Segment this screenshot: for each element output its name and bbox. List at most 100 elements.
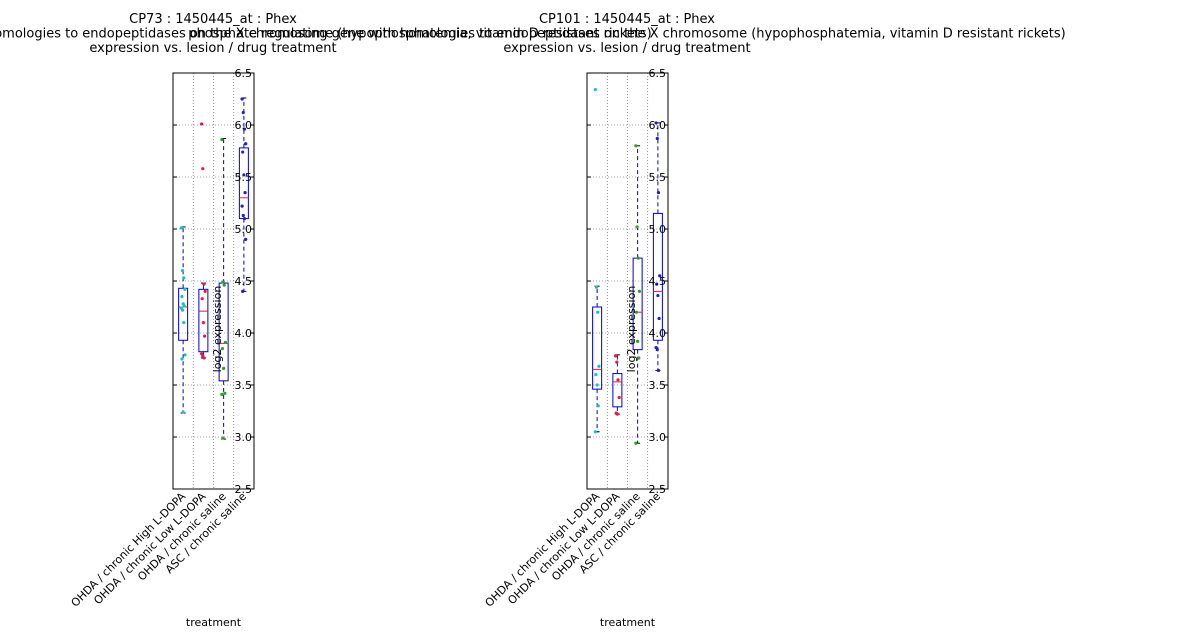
chart-title-line-2: phosphate regulating gene with homologie…	[0, 27, 652, 42]
data-point	[243, 191, 247, 195]
x-axis-label: treatment	[186, 616, 242, 629]
chart-title-line-1: CP73 : 1450445_at : Phex	[129, 12, 297, 27]
box-1	[592, 88, 603, 434]
data-point	[221, 436, 225, 440]
chart-title-line-2: phosphate regulating gene with homologie…	[188, 27, 1065, 42]
data-point	[655, 348, 659, 352]
box-1	[178, 226, 189, 414]
data-point	[242, 217, 247, 221]
y-axis-label: log2 expression	[211, 286, 224, 373]
data-point	[593, 88, 597, 92]
data-point	[595, 383, 599, 387]
data-point	[201, 321, 205, 325]
y-tick-label: 4.0	[235, 327, 253, 340]
data-point	[182, 321, 186, 325]
box-4	[652, 121, 663, 373]
data-point	[244, 142, 248, 146]
data-point	[242, 173, 246, 177]
data-point	[654, 121, 658, 125]
data-point	[244, 237, 248, 241]
data-point	[615, 360, 619, 364]
data-point	[613, 354, 618, 358]
data-point	[636, 256, 640, 260]
data-point	[222, 366, 226, 370]
data-point	[240, 97, 244, 101]
data-point	[200, 297, 204, 301]
data-point	[223, 340, 228, 344]
iqr-box	[652, 212, 663, 341]
data-point	[199, 122, 204, 126]
data-point	[657, 316, 661, 321]
iqr-box	[198, 288, 209, 353]
y-tick-label: 6.0	[649, 119, 667, 132]
box-2	[612, 354, 623, 416]
data-point	[656, 191, 661, 195]
data-point	[658, 274, 662, 278]
y-tick-label: 6.5	[649, 67, 667, 80]
y-tick-label: 3.5	[235, 379, 253, 392]
data-point	[222, 283, 226, 287]
y-tick-label: 4.5	[649, 275, 667, 288]
data-point	[656, 293, 660, 298]
chart-title-line-3: expression vs. lesion / drug treatment	[503, 41, 750, 56]
data-point	[181, 410, 185, 414]
iqr-box	[612, 373, 623, 408]
data-point	[593, 430, 597, 434]
y-tick-label: 6.0	[235, 119, 253, 132]
y-tick-label: 3.0	[649, 431, 667, 444]
y-axis-label: log2 expression	[625, 286, 638, 373]
data-point	[202, 334, 207, 338]
data-point	[241, 110, 245, 115]
y-tick-label: 5.5	[235, 171, 253, 184]
data-point	[221, 280, 225, 284]
data-point	[220, 392, 224, 396]
chart-title-line-3: expression vs. lesion / drug treatment	[89, 41, 336, 56]
data-point	[655, 282, 659, 286]
iqr-box	[592, 306, 603, 390]
data-point	[634, 310, 639, 314]
iqr-box	[178, 287, 189, 341]
data-point	[182, 304, 186, 308]
data-point	[180, 295, 184, 299]
data-point	[182, 276, 186, 280]
y-tick-label: 6.5	[235, 67, 253, 80]
y-tick-label: 2.5	[649, 483, 667, 496]
box-3	[218, 137, 229, 440]
data-point	[220, 347, 225, 351]
data-point	[242, 127, 247, 131]
box-3	[632, 144, 643, 445]
data-point	[240, 204, 244, 208]
data-point	[183, 287, 187, 291]
y-tick-label: 2.5	[235, 483, 253, 496]
data-point	[202, 282, 206, 286]
data-point	[201, 167, 205, 171]
data-point	[637, 356, 641, 360]
data-point	[596, 404, 600, 408]
data-point	[634, 441, 638, 445]
data-point	[203, 289, 207, 293]
data-point	[616, 378, 620, 382]
data-point	[594, 373, 598, 377]
data-point	[596, 310, 600, 314]
data-point	[241, 289, 245, 293]
data-point	[655, 136, 659, 141]
box-2	[198, 122, 209, 360]
y-tick-label: 3.5	[649, 379, 667, 392]
data-point	[223, 391, 227, 395]
data-point	[637, 289, 642, 293]
chart-title-line-1: CP101 : 1450445_at : Phex	[539, 12, 715, 27]
y-tick-label: 4.5	[235, 275, 253, 288]
data-point	[241, 150, 245, 154]
y-tick-label: 3.0	[235, 431, 253, 444]
data-point	[180, 269, 185, 273]
data-point	[635, 225, 639, 229]
data-point	[183, 353, 187, 357]
box-4	[238, 97, 249, 293]
y-tick-label: 4.0	[649, 327, 667, 340]
data-point	[594, 285, 599, 289]
y-tick-label: 5.5	[649, 171, 667, 184]
x-axis-label: treatment	[600, 616, 656, 629]
data-point	[597, 364, 601, 368]
data-point	[179, 226, 183, 230]
